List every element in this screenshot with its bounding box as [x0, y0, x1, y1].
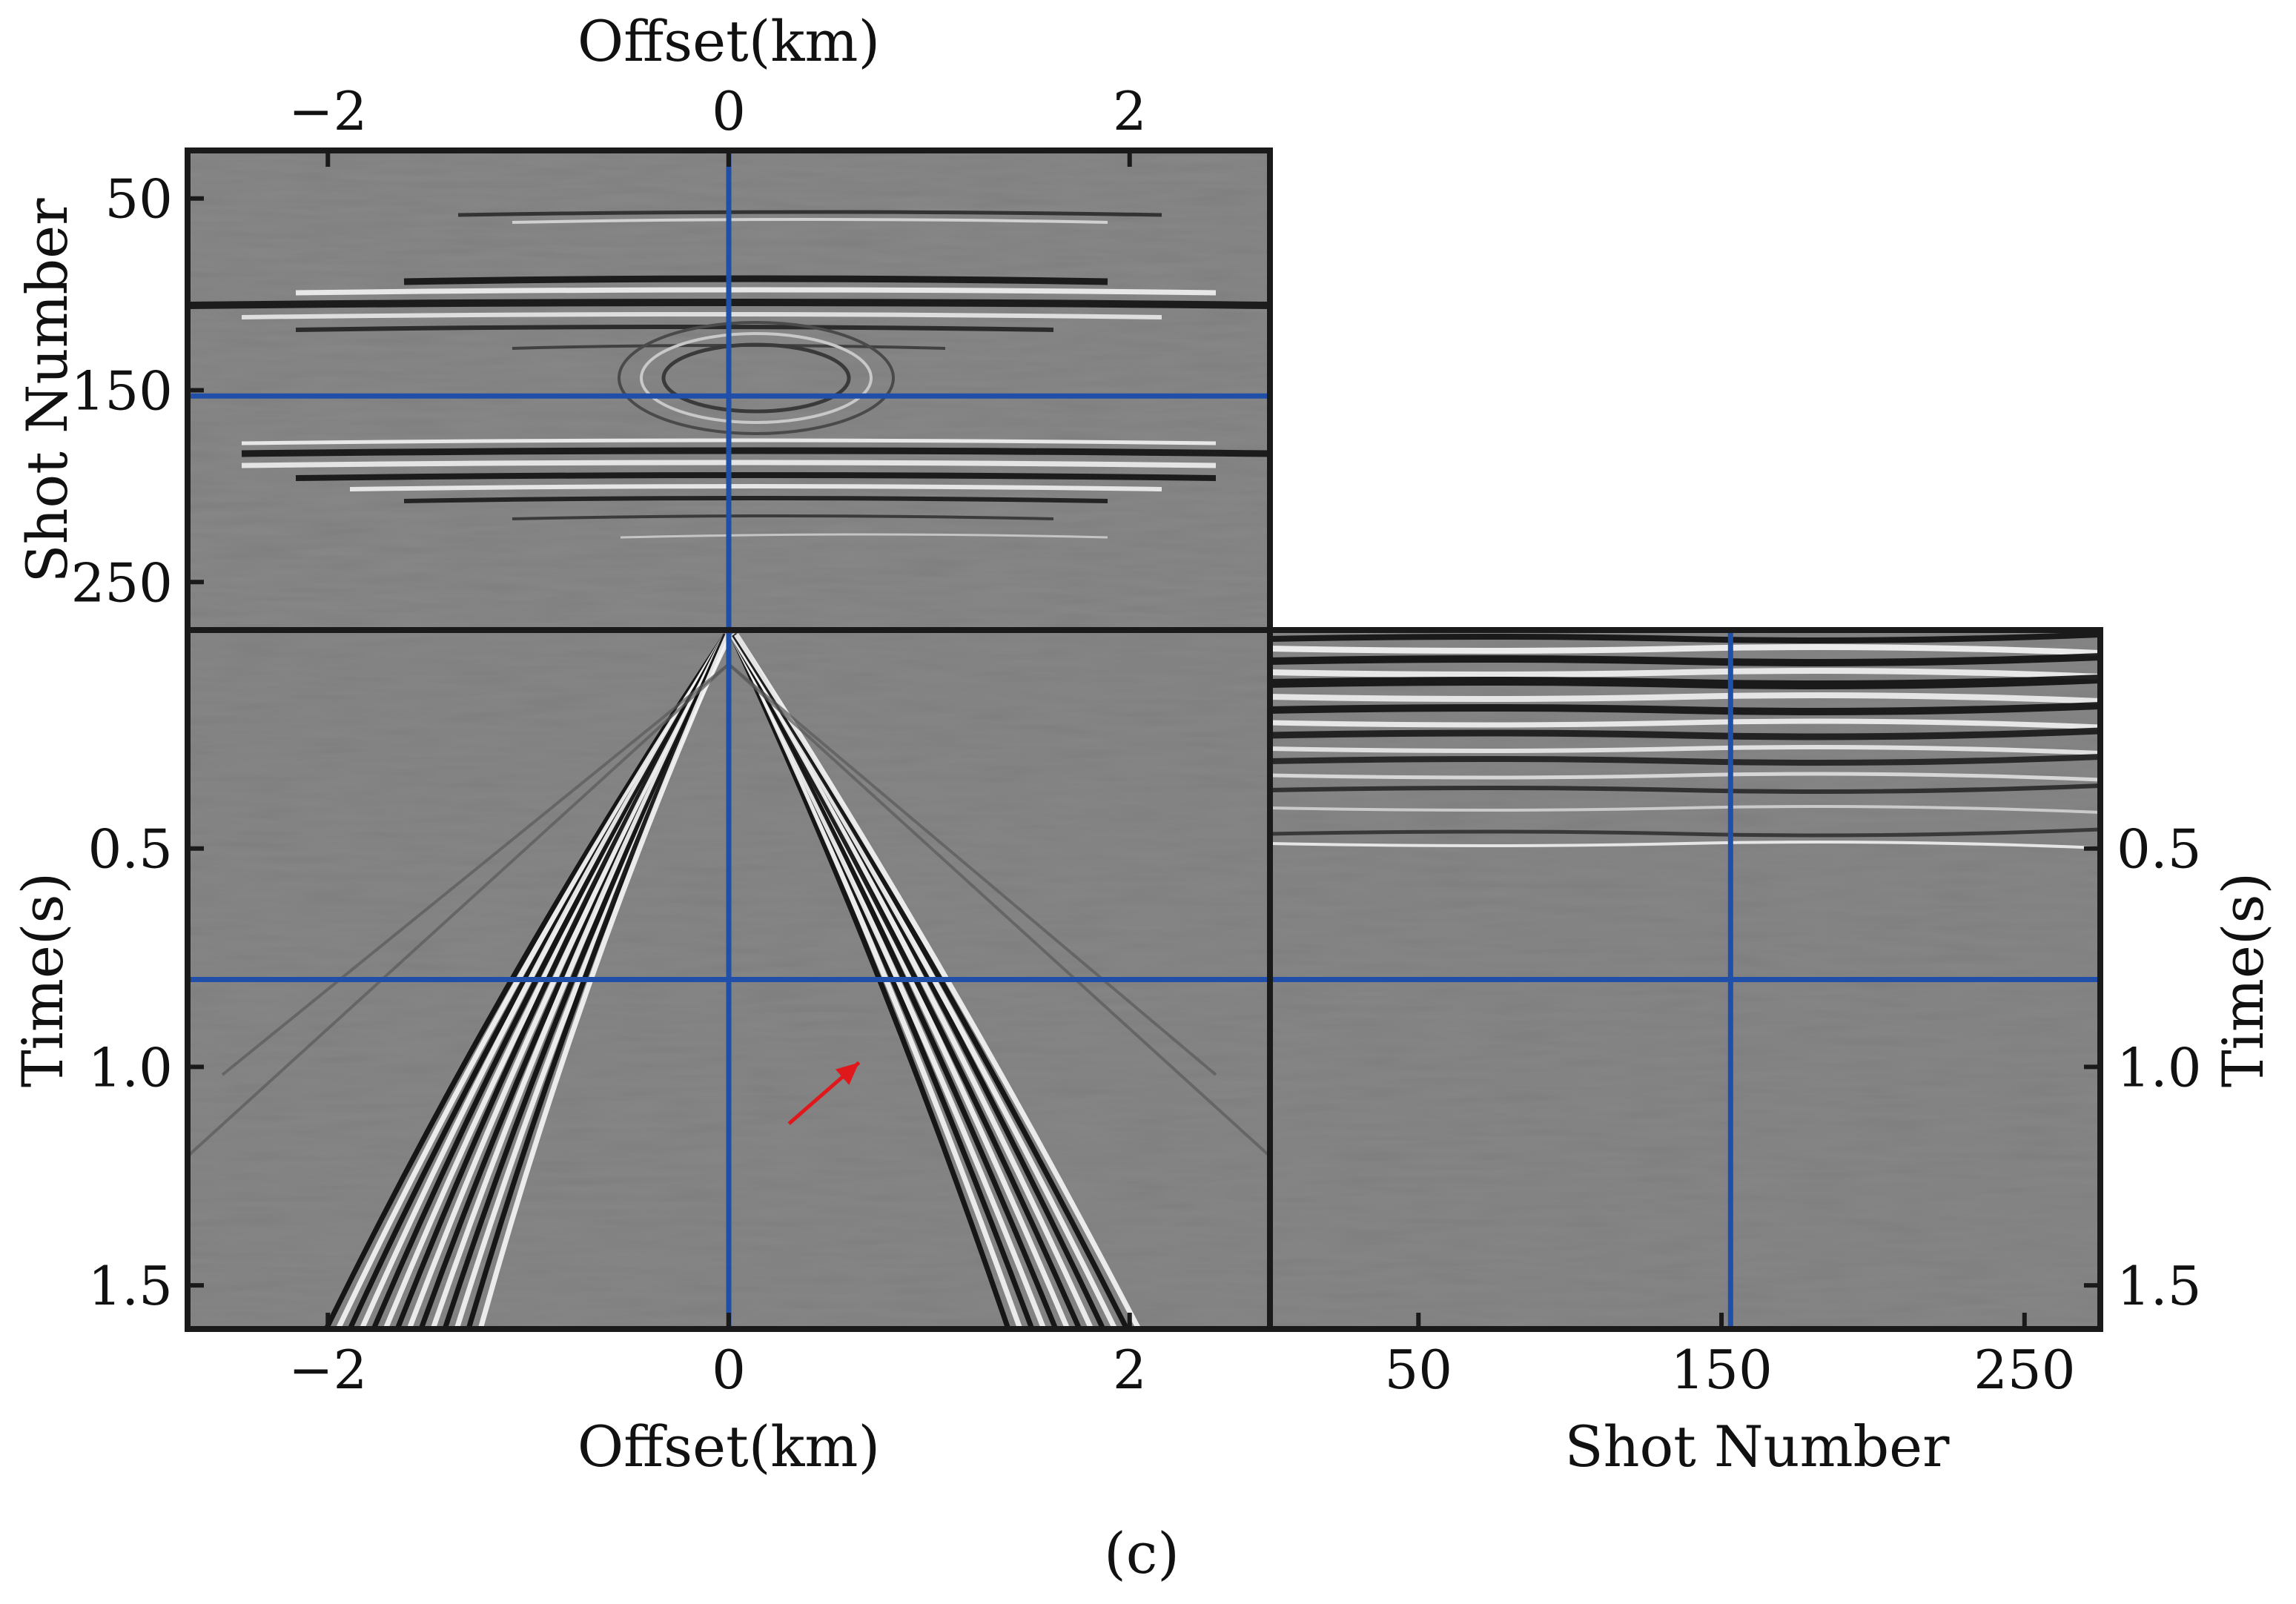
y-tick-label: 1.5: [87, 1255, 173, 1317]
panel-c-frame: [1267, 627, 2103, 1332]
panel-b-ylabel: Time(s): [10, 872, 76, 1087]
y-tick-label: 0.5: [2117, 818, 2202, 881]
panel-a-seismic: [188, 150, 1270, 630]
y-tick-label: 0.5: [87, 818, 173, 881]
y-tick-label: 250: [71, 551, 173, 614]
x-tick-label: 50: [1384, 1339, 1452, 1401]
x-tick-label: 0: [712, 80, 746, 142]
figure-caption: (c): [1104, 1520, 1180, 1586]
x-tick-label: 150: [1670, 1339, 1772, 1401]
x-tick-label: 250: [1974, 1339, 2075, 1401]
panel-c-seismic: [1270, 630, 2100, 1329]
x-tick-label: −2: [288, 80, 367, 142]
x-tick-label: −2: [288, 1339, 367, 1401]
panel-a-ylabel: Shot Number: [14, 198, 80, 583]
y-tick-label: 150: [71, 360, 173, 422]
x-tick-label: 2: [1113, 80, 1147, 142]
x-tick-label: 0: [712, 1339, 746, 1401]
panel-b-ticks: −2 0 2 0.5 1.0 1.5: [87, 818, 1146, 1401]
panel-time-offset: −2 0 2 0.5 1.0 1.5: [87, 627, 1273, 1401]
panel-b-xlabel: Offset(km): [578, 1414, 880, 1479]
y-tick-label: 50: [105, 168, 173, 231]
y-tick-label: 1.0: [87, 1036, 173, 1098]
panel-c-ylabel: Time(s): [2210, 872, 2276, 1087]
x-tick-label: 2: [1113, 1339, 1147, 1401]
panel-c-ticks: 50 150 250 0.5 1.0 1.5: [1384, 818, 2201, 1401]
panel-time-shot: 50 150 250 0.5 1.0 1.5: [1267, 627, 2202, 1401]
panel-b-seismic: [188, 630, 1270, 1329]
y-tick-label: 1.5: [2117, 1255, 2202, 1317]
panel-a-xlabel: Offset(km): [578, 8, 880, 74]
y-tick-label: 1.0: [2117, 1036, 2202, 1098]
red-arrow-annotation: [787, 1061, 861, 1125]
panel-c-xlabel: Shot Number: [1565, 1414, 1951, 1479]
